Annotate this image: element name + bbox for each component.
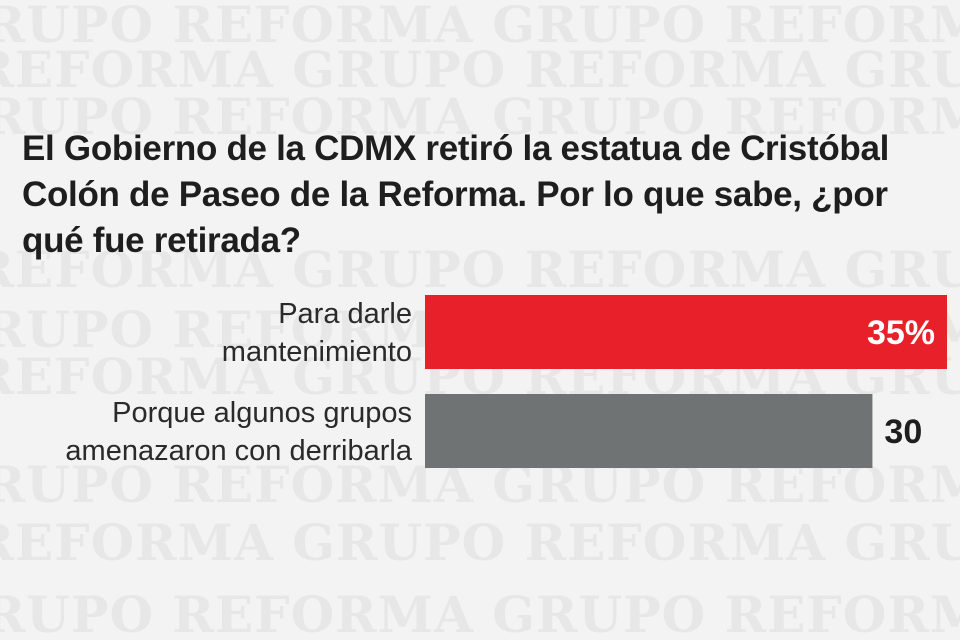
- category-label-line: Porque algunos grupos: [112, 397, 412, 429]
- category-label-line: Para darle: [278, 298, 412, 330]
- bar-2: [425, 394, 873, 468]
- watermark-row: GRUPO REFORMA GRUPO REFORMA GRUPO REFORM…: [0, 87, 960, 146]
- category-label-2: Porque algunos grupos amenazaron con derr…: [65, 397, 412, 467]
- category-label-line: mantenimiento: [222, 336, 412, 368]
- watermark-row: GRUPO REFORMA GRUPO REFORMA GRUPO REFORM…: [0, 585, 960, 640]
- watermark-row: GRUPO REFORMA GRUPO REFORMA GRUPO REFORM…: [0, 0, 960, 54]
- watermark-row: GRUPO REFORMA GRUPO REFORMA GRUPO REFORM…: [0, 513, 960, 572]
- chart-title: El Gobierno de la CDMX retiró la estatua…: [22, 129, 890, 260]
- bar-1: [425, 295, 947, 369]
- value-label-2: 30: [884, 413, 922, 451]
- watermark-row: GRUPO REFORMA GRUPO REFORMA GRUPO REFORM…: [0, 240, 960, 299]
- watermark-row: GRUPO REFORMA GRUPO REFORMA GRUPO REFORM…: [0, 40, 960, 99]
- category-label-1: Para darle mantenimiento: [222, 298, 412, 368]
- value-label-1: 35%: [867, 314, 935, 352]
- category-label-line: amenazaron con derribarla: [65, 435, 412, 467]
